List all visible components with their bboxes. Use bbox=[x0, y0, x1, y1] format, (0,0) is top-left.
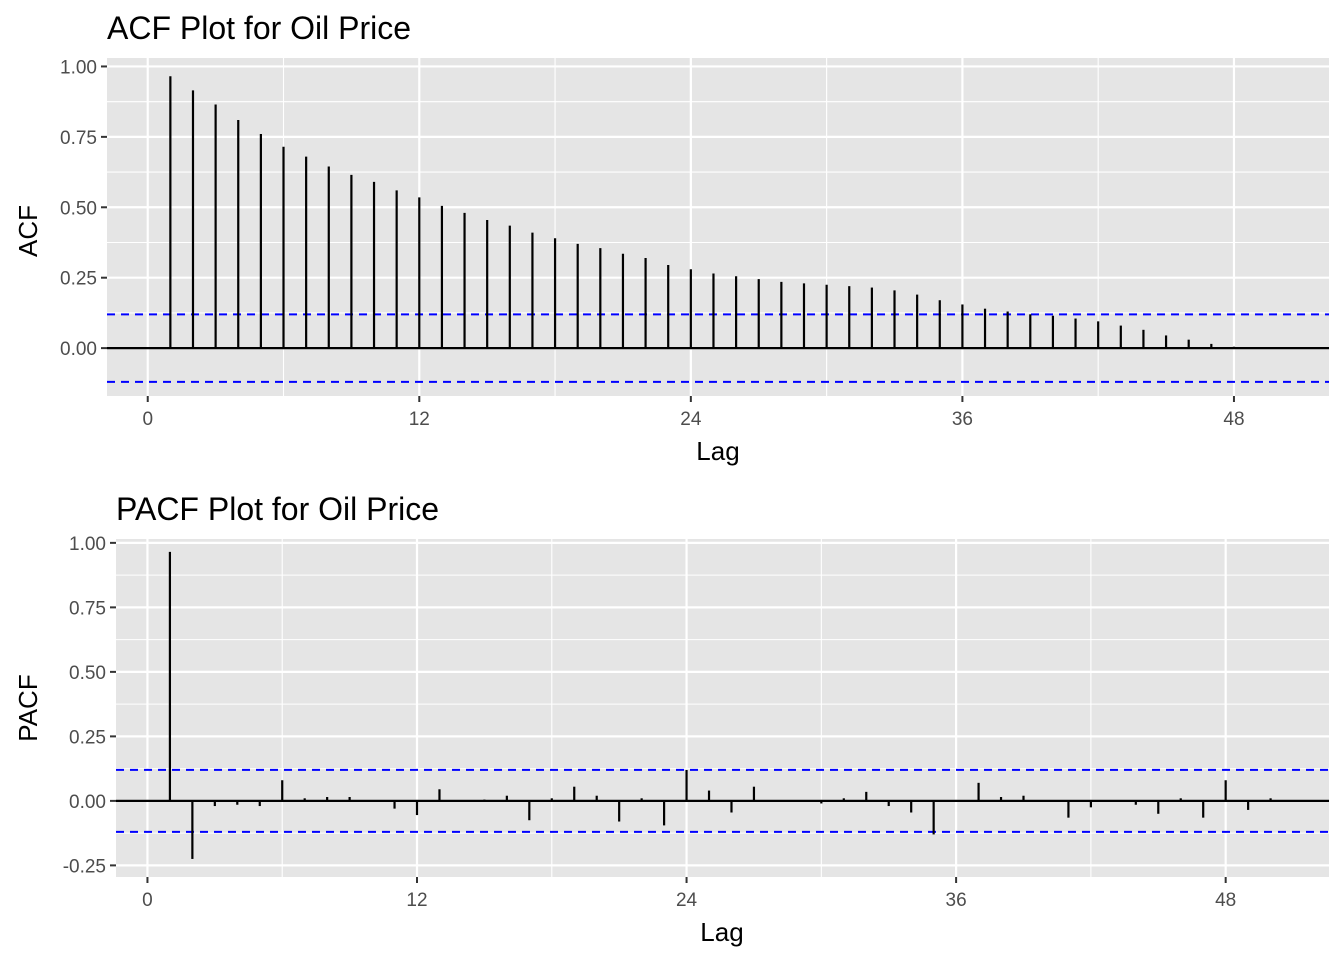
acf-bars bbox=[107, 76, 1329, 350]
y-tick-label: 0.50 bbox=[69, 663, 106, 684]
x-tick-label: 48 bbox=[1223, 409, 1244, 430]
y-tick-label: 0.25 bbox=[60, 269, 97, 290]
pacf-y-axis-title: PACF bbox=[13, 674, 43, 741]
acf-y-axis: 0.00 0.25 0.50 0.75 1.00 bbox=[60, 57, 107, 360]
acf-chart-title: ACF Plot for Oil Price bbox=[107, 10, 411, 46]
y-tick-label: 0.75 bbox=[60, 128, 97, 149]
x-tick-label: 24 bbox=[676, 890, 698, 911]
x-tick-label: 36 bbox=[952, 409, 973, 430]
pacf-bars bbox=[116, 551, 1329, 859]
acf-confidence-bounds bbox=[107, 313, 1329, 383]
y-tick-label: 1.00 bbox=[69, 534, 106, 555]
acf-chart: ACF Plot for Oil Price 0.00 0.25 0.50 0.75 1… bbox=[13, 10, 1329, 466]
x-tick-label: 36 bbox=[946, 890, 967, 911]
pacf-chart: PACF Plot for Oil Price -0.25 0.00 0.25 0.5… bbox=[13, 491, 1329, 947]
x-tick-label: 0 bbox=[142, 890, 153, 911]
pacf-x-axis-title: Lag bbox=[700, 917, 743, 947]
x-tick-label: 0 bbox=[142, 409, 153, 430]
pacf-chart-title: PACF Plot for Oil Price bbox=[116, 491, 439, 527]
acf-plot-panel bbox=[107, 58, 1329, 396]
acf-grid bbox=[107, 58, 1329, 396]
y-tick-label: 0.00 bbox=[60, 339, 97, 360]
acf-y-axis-title: ACF bbox=[13, 205, 43, 257]
y-tick-label: 0.75 bbox=[69, 598, 106, 619]
y-tick-label: 0.00 bbox=[69, 792, 106, 813]
x-tick-label: 12 bbox=[406, 890, 427, 911]
pacf-confidence-bounds bbox=[116, 768, 1329, 833]
y-tick-label: -0.25 bbox=[63, 856, 106, 877]
pacf-y-axis: -0.25 0.00 0.25 0.50 0.75 1.00 bbox=[63, 534, 116, 877]
y-tick-label: 0.50 bbox=[60, 198, 97, 219]
pacf-plot-panel bbox=[116, 539, 1329, 877]
pacf-x-axis: 0 12 24 36 48 bbox=[142, 877, 1236, 911]
y-tick-label: 0.25 bbox=[69, 727, 106, 748]
acf-x-axis-title: Lag bbox=[696, 436, 739, 466]
acf-x-axis: 0 12 24 36 48 bbox=[142, 396, 1245, 430]
y-tick-label: 1.00 bbox=[60, 57, 97, 78]
x-tick-label: 24 bbox=[680, 409, 702, 430]
x-tick-label: 48 bbox=[1215, 890, 1236, 911]
x-tick-label: 12 bbox=[409, 409, 430, 430]
